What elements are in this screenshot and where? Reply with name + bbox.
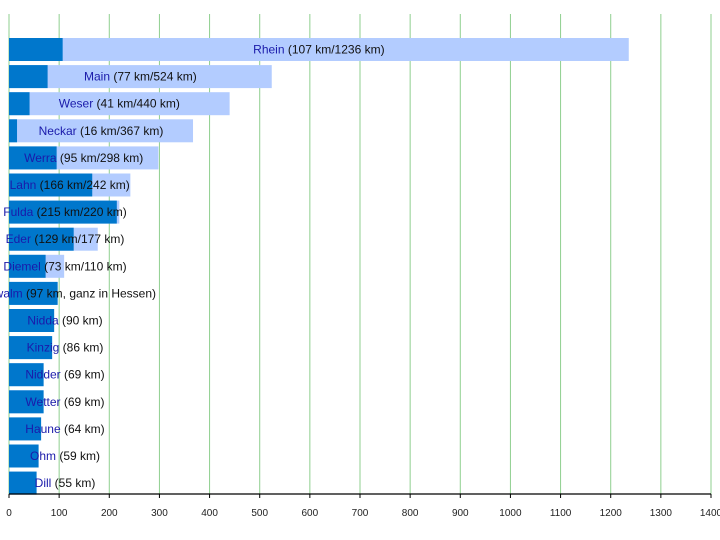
river-name: Eder: [6, 232, 31, 246]
river-length-detail: (64 km): [61, 422, 105, 436]
bar-label: Eder (129 km/177 km): [6, 232, 125, 246]
x-tick-label: 500: [251, 508, 268, 519]
x-tick-label: 400: [201, 508, 218, 519]
river-length-detail: (55 km): [51, 476, 95, 490]
bar-hessen-length: [9, 65, 48, 89]
river-name: Rhein: [253, 43, 284, 57]
bar-label: Main (77 km/524 km): [84, 70, 197, 84]
river-name: Nidder: [25, 368, 60, 382]
river-name: Weser: [59, 97, 93, 111]
river-name: Kinzig: [27, 341, 60, 355]
bar-label: Dill (55 km): [35, 476, 96, 490]
bar-hessen-length: [9, 119, 18, 143]
river-name: Schwalm: [0, 286, 23, 300]
bar-label: Lahn (166 km/242 km): [10, 178, 130, 192]
river-name: Nidda: [27, 314, 59, 328]
river-name: Main: [84, 70, 110, 84]
bar-hessen-length: [9, 309, 55, 332]
river-length-detail: (69 km): [61, 395, 105, 409]
bar-label: Wetter (69 km): [25, 395, 104, 409]
river-length-detail: (97 km, ganz in Hessen): [23, 286, 156, 300]
x-tick-label: 100: [51, 508, 68, 519]
river-length-detail: (59 km): [56, 449, 100, 463]
river-length-detail: (129 km/177 km): [31, 232, 124, 246]
x-tick-label: 1000: [499, 508, 522, 519]
bar-label: Weser (41 km/440 km): [59, 97, 180, 111]
x-tick-label: 700: [352, 508, 369, 519]
river-name: Ohm: [30, 449, 56, 463]
river-length-detail: (90 km): [59, 314, 103, 328]
bar-hessen-length: [9, 173, 93, 197]
river-length-detail: (77 km/524 km): [110, 70, 197, 84]
bar-label: Kinzig (86 km): [27, 341, 104, 355]
bar-hessen-length: [9, 417, 42, 441]
bars: [9, 38, 629, 495]
bar-total-length: [9, 92, 230, 116]
river-length-detail: (16 km/367 km): [77, 124, 164, 138]
bar-hessen-length: [9, 336, 53, 360]
river-length-detail: (166 km/242 km): [36, 178, 129, 192]
bar-hessen-length: [9, 281, 58, 305]
bar-label: Werra (95 km/298 km): [24, 151, 143, 165]
bar-hessen-length: [9, 363, 44, 387]
river-name: Fulda: [3, 205, 33, 219]
x-tick-label: 1300: [650, 508, 673, 519]
river-length-detail: (69 km): [61, 368, 105, 382]
x-tick-label: 900: [452, 508, 469, 519]
bar-label: Diemel (73 km/110 km): [3, 259, 126, 273]
river-length-detail: (107 km/1236 km): [285, 43, 385, 57]
bar-hessen-length: [9, 227, 74, 251]
bar-hessen-length: [9, 146, 57, 170]
bar-hessen-length: [9, 200, 117, 224]
bar-label: Rhein (107 km/1236 km): [253, 43, 384, 57]
bar-label: Haune (64 km): [25, 422, 104, 436]
river-name: Diemel: [3, 259, 40, 273]
bar-label: Nidder (69 km): [25, 368, 104, 382]
x-tick-label: 1200: [600, 508, 623, 519]
grid-lines: [8, 14, 712, 494]
river-length-detail: (95 km/298 km): [57, 151, 144, 165]
river-length-detail: (73 km/110 km): [41, 259, 127, 273]
x-tick-label: 300: [151, 508, 168, 519]
river-name: Lahn: [10, 178, 37, 192]
bar-hessen-length: [9, 92, 30, 116]
x-axis: 0 100 200 300 400 500 600 700 800 900 1000 1100 1200…: [6, 493, 720, 519]
x-tick-label: 0: [6, 508, 12, 519]
bar-hessen-length: [9, 471, 37, 495]
bar-hessen-length: [9, 444, 39, 468]
x-tick-label: 800: [402, 508, 419, 519]
river-length-detail: (41 km/440 km): [93, 97, 180, 111]
bar-label: Ohm (59 km): [30, 449, 100, 463]
bar-label: Schwalm (97 km, ganz in Hessen): [0, 286, 156, 300]
bar-label: Fulda (215 km/220 km): [3, 205, 126, 219]
bar-hessen-length: [9, 38, 63, 61]
river-length-detail: (86 km): [59, 341, 103, 355]
bar-total-length: [9, 119, 194, 143]
bar-hessen-length: [9, 390, 44, 414]
river-name: Wetter: [25, 395, 60, 409]
river-name: Werra: [24, 151, 57, 165]
x-tick-label: 600: [302, 508, 319, 519]
river-name: Dill: [35, 476, 52, 490]
bar-hessen-length: [9, 254, 46, 278]
x-tick-label: 200: [101, 508, 118, 519]
river-length-detail: (215 km/220 km): [33, 205, 126, 219]
river-name: Neckar: [39, 124, 77, 138]
bar-total-length: [9, 38, 629, 61]
bar-label: Neckar (16 km/367 km): [39, 124, 164, 138]
x-tick-label: 1100: [550, 508, 572, 519]
bar-total-length: [9, 65, 272, 89]
x-tick-label: 1400: [700, 508, 720, 519]
bar-labels: Rhein (107 km/1236 km) Main (77 km/524 km…: [0, 43, 385, 491]
river-name: Haune: [25, 422, 61, 436]
bar-label: Nidda (90 km): [27, 314, 102, 328]
